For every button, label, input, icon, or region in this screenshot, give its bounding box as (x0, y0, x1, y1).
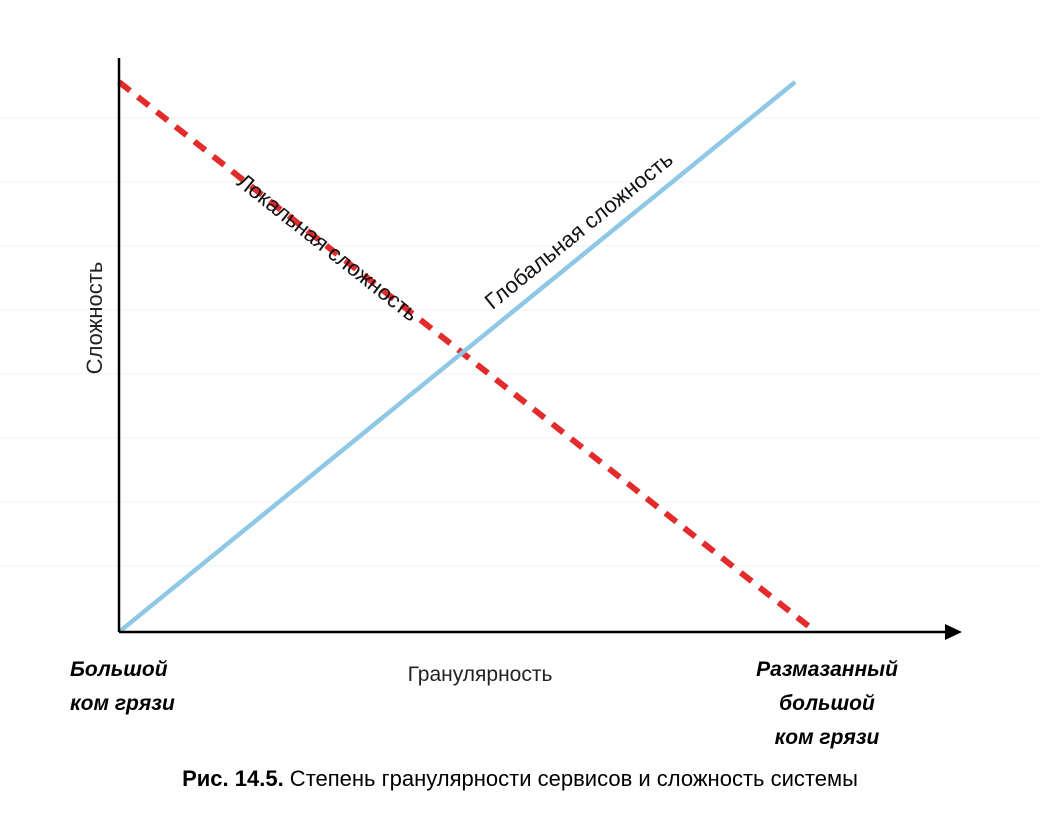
chart-plot: Локальная сложность Глобальная сложность (0, 58, 1040, 640)
x-end-line-2: большой (779, 692, 875, 715)
caption-text: Степень гранулярности сервисов и сложнос… (283, 766, 858, 791)
global-complexity-line (117, 80, 797, 634)
local-complexity-line (117, 79, 818, 635)
grid (0, 117, 1040, 567)
x-axis-arrow-icon (945, 624, 962, 640)
local-complexity-label: Локальная сложность (232, 168, 423, 326)
x-end-line-3: ком грязи (774, 726, 880, 749)
caption-number: Рис. 14.5. (182, 766, 284, 791)
x-end-line-1: Размазанный (756, 658, 898, 681)
figure-caption: Рис. 14.5. Степень гранулярности сервисо… (0, 766, 1040, 792)
x-axis-end-label: Размазанный большой ком грязи (742, 653, 912, 755)
x-start-line-2: ком грязи (70, 692, 175, 715)
x-axis-start-label: Большой ком грязи (70, 653, 175, 721)
series-group (117, 79, 818, 635)
series-labels: Локальная сложность Глобальная сложность (232, 147, 677, 327)
global-complexity-label: Глобальная сложность (480, 147, 678, 315)
x-start-line-1: Большой (70, 658, 168, 681)
y-axis-label: Сложность (82, 261, 107, 375)
x-axis-label: Гранулярность (407, 663, 553, 686)
